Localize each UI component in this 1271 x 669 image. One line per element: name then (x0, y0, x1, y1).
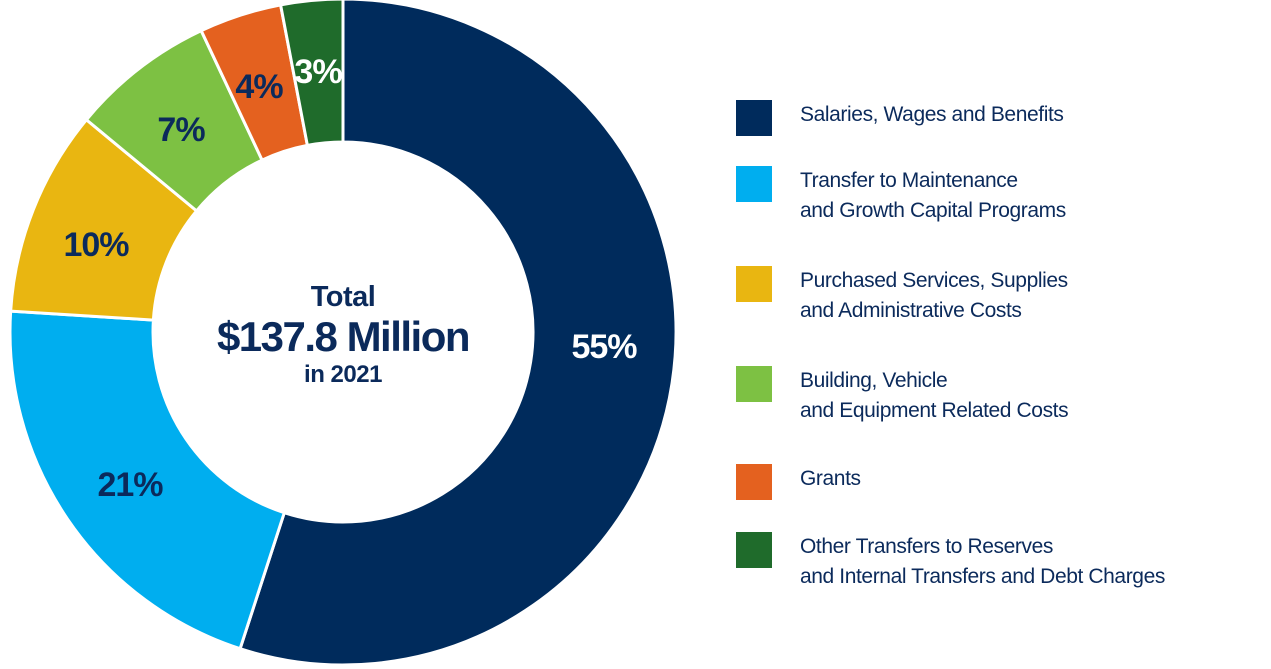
legend-label-line: Salaries, Wages and Benefits (800, 103, 1064, 126)
legend-label-line: and Growth Capital Programs (800, 199, 1066, 222)
legend-label: Transfer to Maintenance and Growth Capit… (800, 166, 1066, 226)
donut-slice-other-transfers-to-reserves-and-internal (278, 0, 345, 148)
slice-value-label: 7% (157, 111, 205, 149)
legend-label: Grants (800, 464, 861, 494)
slice-value-label: 3% (294, 53, 342, 91)
center-total-amount: $137.8 Million (216, 313, 471, 360)
legend-label: Salaries, Wages and Benefits (800, 100, 1064, 130)
legend-item-transfer-capital: Transfer to Maintenance and Growth Capit… (736, 166, 1066, 226)
slice-value-label: 10% (63, 226, 129, 264)
legend-swatch (736, 166, 772, 202)
donut-slice-salaries-wages-and-benefits (238, 0, 678, 667)
legend-label-line: Building, Vehicle (800, 369, 948, 392)
legend-label-line: and Administrative Costs (800, 299, 1022, 322)
legend-swatch (736, 366, 772, 402)
legend-label-line: Grants (800, 467, 861, 490)
legend-label-line: Transfer to Maintenance (800, 169, 1018, 192)
legend-label-line: Purchased Services, Supplies (800, 269, 1068, 292)
legend-swatch (736, 532, 772, 568)
center-total-label: Total (310, 281, 376, 313)
legend-label-line: and Equipment Related Costs (800, 399, 1069, 422)
legend-item-other-transfers: Other Transfers to Reserves and Internal… (736, 532, 1165, 592)
legend-item-salaries: Salaries, Wages and Benefits (736, 100, 1064, 136)
slice-value-label: 21% (97, 466, 163, 504)
legend-label: Purchased Services, Supplies and Adminis… (800, 266, 1068, 326)
legend-item-building-vehicle: Building, Vehicle and Equipment Related … (736, 366, 1069, 426)
legend-item-purchased-services: Purchased Services, Supplies and Adminis… (736, 266, 1068, 326)
legend-label: Other Transfers to Reserves and Internal… (800, 532, 1165, 592)
legend-swatch (736, 266, 772, 302)
legend-label-line: Other Transfers to Reserves (800, 535, 1053, 558)
donut-slice-transfer-to-maintenance-and-growth-capit (8, 309, 287, 651)
slice-value-label: 4% (235, 68, 283, 106)
legend-label-line: and Internal Transfers and Debt Charges (800, 565, 1165, 588)
center-total-year: in 2021 (304, 361, 382, 388)
center-total-block: Total $137.8 Million in 2021 (188, 280, 498, 390)
legend-label: Building, Vehicle and Equipment Related … (800, 366, 1069, 426)
legend-swatch (736, 464, 772, 500)
legend-swatch (736, 100, 772, 136)
chart-legend: Salaries, Wages and Benefits Transfer to… (736, 0, 1271, 669)
slice-value-label: 55% (571, 328, 637, 366)
legend-item-grants: Grants (736, 464, 861, 500)
donut-chart: 55% 21% 10% 7% 4% 3% (8, 0, 678, 667)
